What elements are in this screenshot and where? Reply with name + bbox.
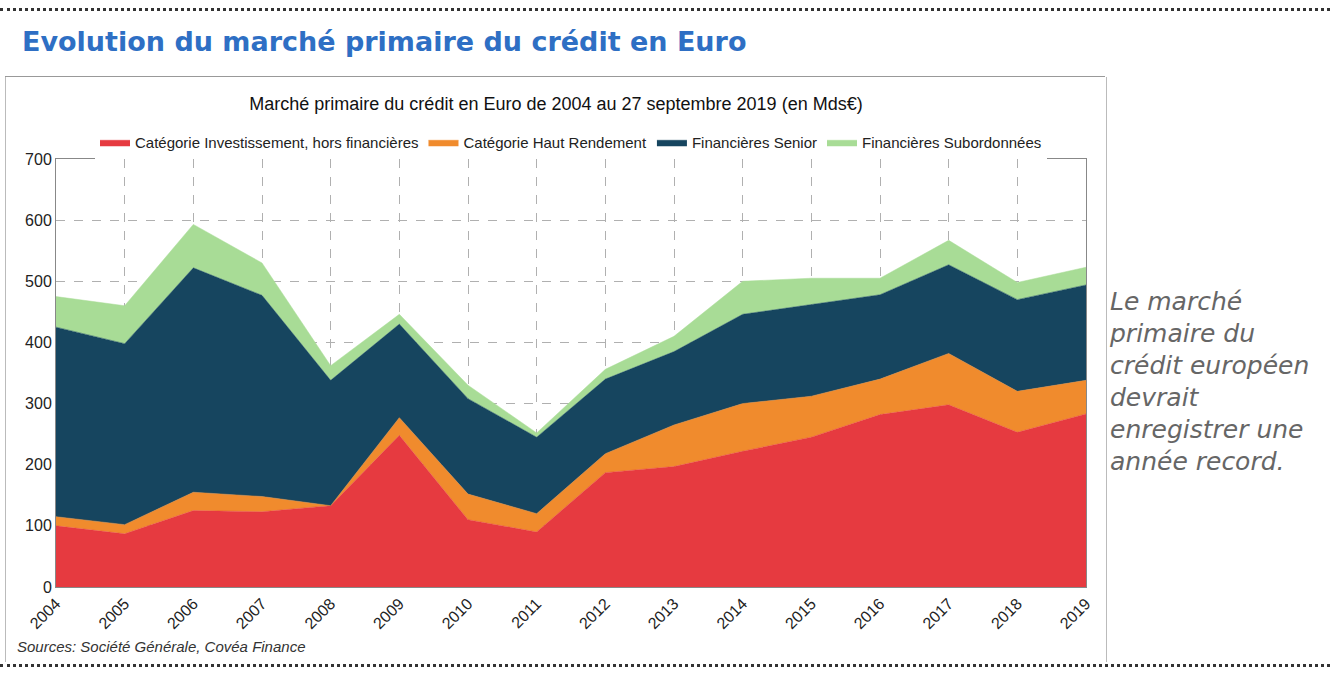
svg-text:2008: 2008	[301, 595, 338, 632]
svg-text:2012: 2012	[576, 595, 613, 632]
svg-text:2018: 2018	[988, 595, 1025, 632]
svg-text:Sources: Société Générale, Cov: Sources: Société Générale, Covéa Finance	[17, 638, 306, 655]
svg-text:2009: 2009	[370, 595, 407, 632]
svg-text:2006: 2006	[164, 595, 201, 632]
svg-text:2007: 2007	[233, 595, 270, 632]
svg-text:300: 300	[25, 395, 52, 412]
svg-text:500: 500	[25, 273, 52, 290]
svg-text:2016: 2016	[851, 595, 888, 632]
svg-text:2015: 2015	[782, 595, 819, 632]
svg-text:Financières Senior: Financières Senior	[692, 134, 817, 151]
svg-text:100: 100	[25, 517, 52, 534]
svg-text:400: 400	[25, 334, 52, 351]
svg-text:700: 700	[25, 151, 52, 168]
svg-text:200: 200	[25, 456, 52, 473]
svg-text:Financières Subordonnées: Financières Subordonnées	[862, 134, 1041, 151]
svg-text:2005: 2005	[95, 595, 132, 632]
svg-text:2014: 2014	[713, 595, 750, 632]
svg-text:Catégorie Haut Rendement: Catégorie Haut Rendement	[463, 134, 646, 151]
svg-text:Catégorie Investissement, hors: Catégorie Investissement, hors financièr…	[135, 134, 418, 151]
svg-text:2004: 2004	[27, 595, 64, 632]
svg-text:600: 600	[25, 212, 52, 229]
svg-text:2010: 2010	[439, 595, 476, 632]
html-text:Evolution du marché primaire d: Evolution du marché primaire du crédit e…	[22, 26, 747, 57]
svg-text:Marché primaire du crédit en E: Marché primaire du crédit en Euro de 200…	[249, 94, 862, 114]
svg-text:2019: 2019	[1057, 595, 1094, 632]
svg-text:0: 0	[43, 579, 52, 596]
svg-text:2013: 2013	[645, 595, 682, 632]
html-text:Le marché primaire du crédit e: Le marché primaire du crédit européen de…	[1110, 287, 1310, 476]
svg-text:2011: 2011	[508, 595, 544, 631]
svg-text:2017: 2017	[919, 595, 956, 632]
